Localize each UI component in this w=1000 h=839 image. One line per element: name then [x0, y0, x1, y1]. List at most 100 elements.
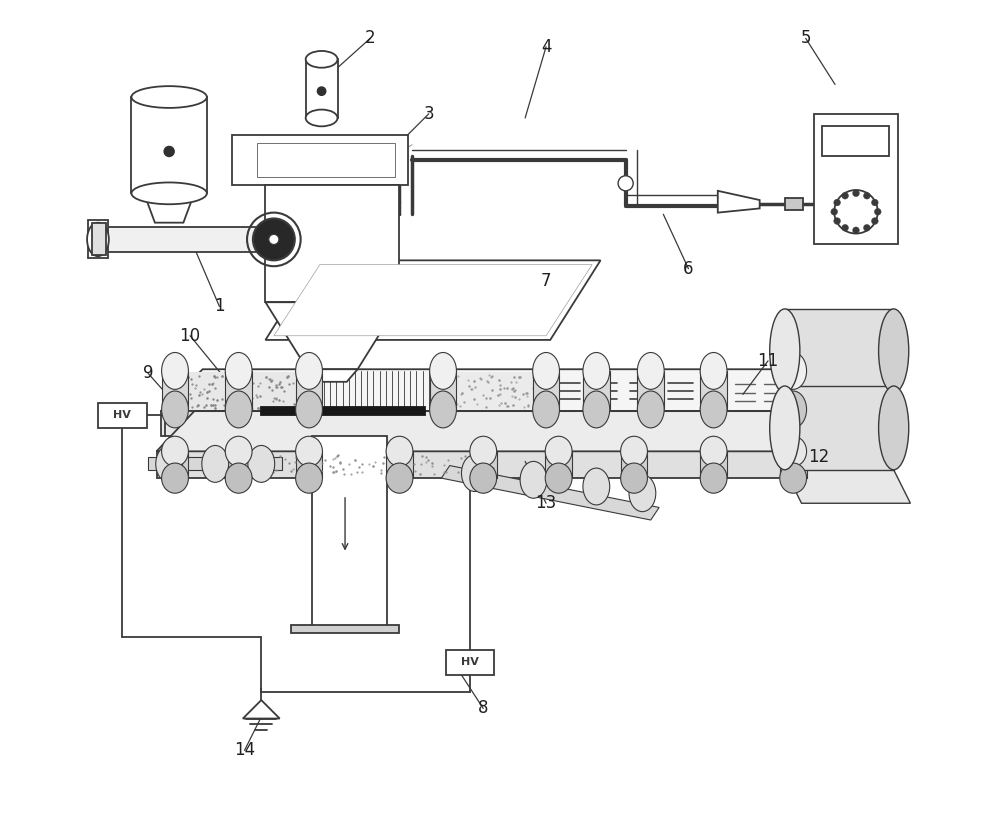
- Bar: [165, 372, 299, 410]
- Ellipse shape: [225, 391, 252, 428]
- Text: 8: 8: [478, 700, 488, 717]
- Circle shape: [317, 87, 326, 96]
- Polygon shape: [257, 143, 395, 176]
- Ellipse shape: [780, 391, 807, 428]
- Ellipse shape: [296, 391, 322, 428]
- Polygon shape: [785, 470, 910, 503]
- Ellipse shape: [780, 436, 807, 466]
- Polygon shape: [441, 466, 659, 520]
- Ellipse shape: [533, 391, 559, 428]
- Bar: [312, 436, 387, 629]
- Circle shape: [834, 190, 878, 233]
- Circle shape: [618, 175, 633, 190]
- Text: HV: HV: [113, 410, 131, 420]
- Circle shape: [831, 208, 838, 215]
- Ellipse shape: [583, 468, 610, 505]
- Circle shape: [853, 227, 859, 233]
- Polygon shape: [243, 700, 280, 718]
- Circle shape: [874, 208, 881, 215]
- Ellipse shape: [700, 352, 727, 389]
- Text: HV: HV: [461, 658, 479, 667]
- Bar: [261, 407, 425, 415]
- Polygon shape: [583, 371, 610, 409]
- Polygon shape: [533, 371, 559, 409]
- Ellipse shape: [700, 391, 727, 428]
- Bar: [433, 372, 542, 410]
- Text: 2: 2: [365, 29, 375, 47]
- Polygon shape: [162, 371, 188, 409]
- Polygon shape: [785, 309, 894, 393]
- Ellipse shape: [225, 463, 252, 493]
- Circle shape: [853, 190, 859, 196]
- Text: 5: 5: [800, 29, 811, 47]
- Polygon shape: [785, 386, 894, 470]
- Ellipse shape: [386, 436, 413, 466]
- Polygon shape: [148, 457, 282, 470]
- Ellipse shape: [700, 436, 727, 466]
- Bar: [98, 403, 147, 428]
- Circle shape: [842, 225, 848, 232]
- Polygon shape: [88, 220, 108, 258]
- Ellipse shape: [162, 352, 188, 389]
- Polygon shape: [162, 451, 188, 478]
- Polygon shape: [225, 451, 252, 478]
- Polygon shape: [291, 625, 399, 633]
- Ellipse shape: [306, 110, 338, 127]
- Bar: [446, 650, 494, 675]
- Text: 6: 6: [683, 260, 694, 278]
- Polygon shape: [545, 451, 572, 478]
- Ellipse shape: [780, 463, 807, 493]
- Ellipse shape: [162, 463, 188, 493]
- Ellipse shape: [770, 386, 800, 470]
- Polygon shape: [161, 369, 852, 411]
- Polygon shape: [265, 185, 399, 302]
- Text: 14: 14: [234, 742, 255, 759]
- Polygon shape: [700, 451, 727, 478]
- Ellipse shape: [430, 352, 456, 389]
- Polygon shape: [386, 451, 413, 478]
- Circle shape: [864, 192, 870, 199]
- Ellipse shape: [637, 391, 664, 428]
- Text: 3: 3: [423, 105, 434, 122]
- Polygon shape: [106, 227, 270, 252]
- Ellipse shape: [248, 446, 275, 482]
- Ellipse shape: [430, 391, 456, 428]
- Bar: [249, 453, 500, 477]
- Ellipse shape: [296, 352, 322, 389]
- Polygon shape: [430, 371, 456, 409]
- Circle shape: [871, 217, 878, 224]
- Ellipse shape: [296, 436, 322, 466]
- Polygon shape: [700, 371, 727, 409]
- Ellipse shape: [225, 436, 252, 466]
- Polygon shape: [780, 371, 807, 409]
- Ellipse shape: [700, 463, 727, 493]
- Ellipse shape: [461, 455, 488, 492]
- Circle shape: [871, 199, 878, 206]
- Ellipse shape: [470, 463, 497, 493]
- Ellipse shape: [621, 436, 647, 466]
- Polygon shape: [780, 451, 807, 478]
- Polygon shape: [637, 371, 664, 409]
- Ellipse shape: [780, 352, 807, 389]
- Ellipse shape: [533, 352, 559, 389]
- Ellipse shape: [879, 386, 909, 470]
- Ellipse shape: [162, 436, 188, 466]
- Polygon shape: [232, 135, 408, 185]
- Circle shape: [164, 147, 174, 157]
- Polygon shape: [157, 451, 814, 478]
- Ellipse shape: [296, 463, 322, 493]
- Ellipse shape: [583, 352, 610, 389]
- Ellipse shape: [386, 463, 413, 493]
- Circle shape: [253, 218, 295, 260]
- Ellipse shape: [583, 391, 610, 428]
- Circle shape: [834, 199, 840, 206]
- Circle shape: [842, 192, 848, 199]
- Ellipse shape: [545, 463, 572, 493]
- Text: 9: 9: [143, 364, 153, 383]
- Polygon shape: [470, 451, 497, 478]
- Text: 10: 10: [180, 326, 201, 345]
- Polygon shape: [296, 451, 322, 478]
- Bar: [822, 127, 889, 156]
- Ellipse shape: [225, 352, 252, 389]
- Ellipse shape: [162, 391, 188, 428]
